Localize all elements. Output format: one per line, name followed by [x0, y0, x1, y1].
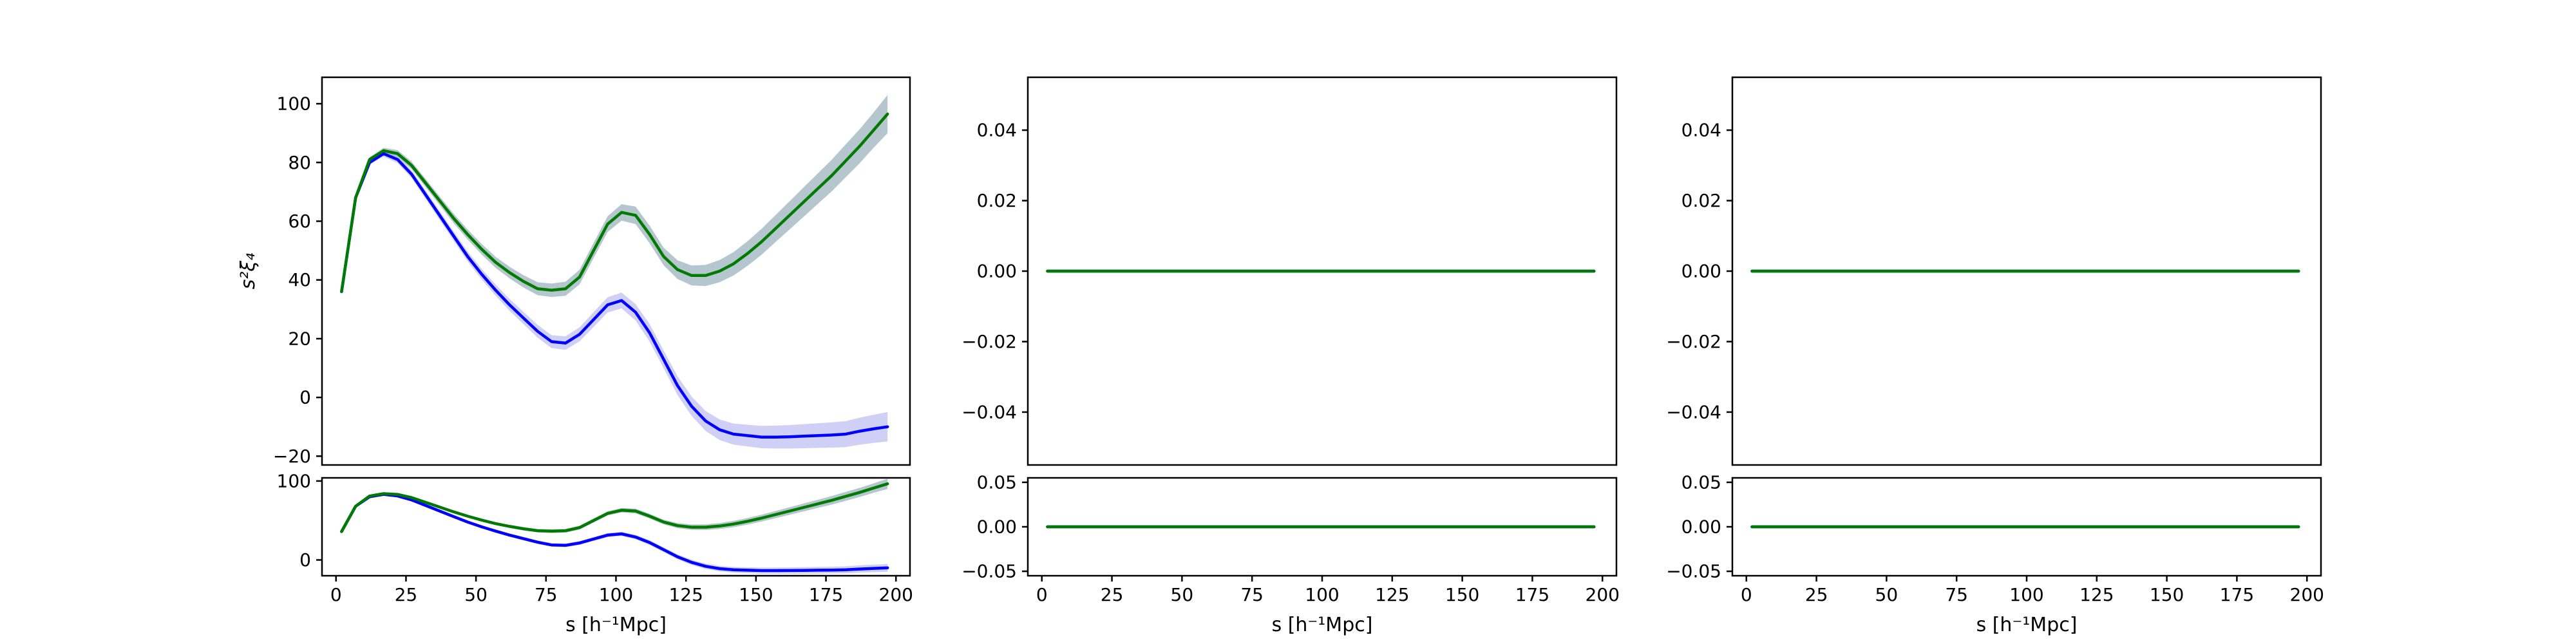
- x-tick-label: 75: [1945, 584, 1968, 605]
- axes-frame: [321, 76, 911, 466]
- series-line-1: [340, 112, 889, 294]
- y-tick-label: 0.00: [977, 516, 1017, 538]
- plot-area: [340, 95, 889, 449]
- x-axis-label: s [h⁻¹Mpc]: [565, 614, 667, 636]
- plot-area: [340, 478, 889, 574]
- x-tick-label: 200: [879, 584, 913, 605]
- x-tick-label: 175: [1515, 584, 1549, 605]
- panel-bottom-middle: −0.05 0.00 0.05 0 25 50 75 100 125 150 175 200 s [h⁻…: [961, 471, 1620, 636]
- y-axis-label: s²ξ₄: [237, 253, 260, 289]
- y-tick-label: 100: [277, 93, 311, 115]
- x-tick-label: 50: [1171, 584, 1194, 605]
- x-tick-label: 75: [1240, 584, 1264, 605]
- x-tick-label: 175: [2220, 584, 2254, 605]
- y-tick-label: 60: [288, 211, 311, 232]
- series-line-0: [340, 493, 889, 573]
- series-line-0: [340, 152, 889, 439]
- x-tick-label: 50: [464, 584, 488, 605]
- x-tick-label: 0: [330, 584, 342, 605]
- x-tick-label: 150: [2150, 584, 2184, 605]
- x-axis-label: s [h⁻¹Mpc]: [1272, 614, 1373, 636]
- y-tick-label: −0.04: [961, 401, 1017, 422]
- y-tick-label: 0.00: [977, 261, 1017, 282]
- x-tick-label: 200: [2290, 584, 2324, 605]
- x-tick-label: 0: [1036, 584, 1048, 605]
- x-tick-label: 75: [535, 584, 558, 605]
- panel-top-left: −20 0 20 40 60 80 100 s²ξ₄: [237, 76, 911, 467]
- y-tick-label: 0: [299, 387, 311, 408]
- x-tick-label: 100: [599, 584, 633, 605]
- x-tick-label: 200: [1586, 584, 1620, 605]
- x-tick-label: 150: [1445, 584, 1479, 605]
- y-tick-label: 0.02: [1681, 190, 1721, 211]
- x-tick-label: 50: [1875, 584, 1899, 605]
- axes-frame: [321, 477, 911, 577]
- x-tick-label: 125: [2079, 584, 2114, 605]
- y-tick-label: −0.02: [1666, 331, 1721, 352]
- x-tick-label: 25: [1101, 584, 1124, 605]
- y-tick-label: 80: [288, 152, 311, 173]
- y-tick-label: 0.00: [1681, 261, 1721, 282]
- x-tick-label: 150: [739, 584, 773, 605]
- y-tick-label: 0.04: [1681, 120, 1721, 141]
- series-line-1: [340, 482, 889, 533]
- x-tick-label: 100: [2009, 584, 2043, 605]
- x-tick-label: 25: [1805, 584, 1828, 605]
- x-tick-label: 25: [395, 584, 418, 605]
- y-tick-label: 0.00: [1681, 516, 1721, 538]
- y-tick-label: −0.04: [1666, 401, 1721, 422]
- panel-bottom-left: 0 100 0 25 50 75 100 125 150 175 200 s [h⁻¹Mpc]: [277, 470, 913, 636]
- y-tick-label: 0.04: [977, 120, 1017, 141]
- y-tick-label: 0.05: [1681, 471, 1721, 493]
- y-tick-label: 20: [288, 328, 311, 349]
- y-tick-label: 0: [299, 549, 311, 571]
- panel-top-middle: −0.04 −0.02 0.00 0.02 0.04: [961, 76, 1618, 466]
- y-tick-label: 0.02: [977, 190, 1017, 211]
- panel-top-right: −0.04 −0.02 0.00 0.02 0.04: [1666, 76, 2322, 466]
- x-axis-label: s [h⁻¹Mpc]: [1976, 614, 2078, 636]
- y-tick-label: −20: [273, 446, 311, 467]
- error-band-0: [341, 151, 888, 449]
- x-tick-label: 100: [1305, 584, 1339, 605]
- y-tick-label: 100: [277, 470, 311, 491]
- x-tick-label: 0: [1741, 584, 1752, 605]
- y-tick-label: −0.05: [1666, 561, 1721, 582]
- x-tick-label: 175: [809, 584, 843, 605]
- y-tick-label: 0.05: [977, 471, 1017, 493]
- y-tick-label: −0.02: [961, 331, 1017, 352]
- panel-bottom-right: −0.05 0.00 0.05 0 25 50 75 100 125 150 175 200 s [h⁻…: [1666, 471, 2324, 636]
- x-tick-label: 125: [1375, 584, 1409, 605]
- x-tick-label: 125: [668, 584, 703, 605]
- y-tick-label: −0.05: [961, 561, 1017, 582]
- y-tick-label: 40: [288, 269, 311, 290]
- error-band-1: [341, 95, 888, 298]
